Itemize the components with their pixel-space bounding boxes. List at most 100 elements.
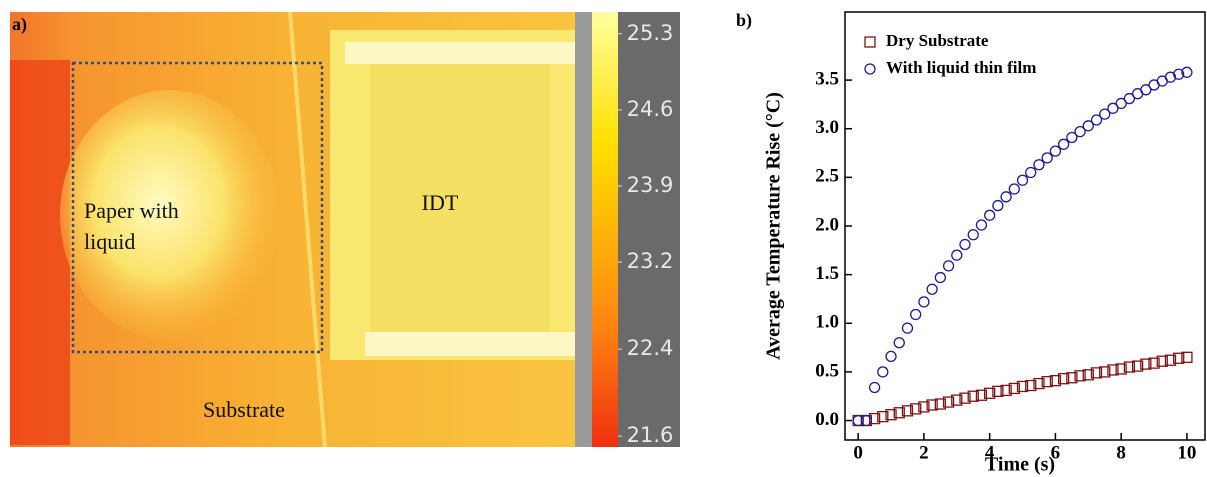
data-point <box>1148 357 1160 369</box>
data-point <box>1115 97 1127 110</box>
colorbar-tick-label: 21.6 <box>627 423 674 447</box>
data-point <box>1025 166 1037 179</box>
hot-edge <box>10 60 70 445</box>
y-tick-label: 0.5 <box>815 360 839 381</box>
data-point <box>1041 375 1053 388</box>
colorbar-tick-label: 24.6 <box>627 97 674 121</box>
data-point <box>1181 351 1193 363</box>
data-point <box>901 322 914 334</box>
data-point <box>1000 191 1012 203</box>
image-annotation: Paper with <box>84 198 179 223</box>
data-point <box>1099 108 1111 120</box>
data-point <box>877 411 889 423</box>
data-point <box>934 271 946 284</box>
data-point <box>1123 92 1136 105</box>
data-point <box>1090 114 1103 126</box>
image-annotation: Substrate <box>203 397 285 422</box>
x-axis-label: Time (s) <box>985 454 1055 476</box>
data-point <box>1181 66 1193 78</box>
data-point <box>1074 370 1086 382</box>
data-point <box>1049 375 1062 387</box>
y-tick-label: 0.0 <box>815 409 839 430</box>
x-tick-label: 2 <box>919 442 929 463</box>
data-point <box>1107 364 1119 376</box>
y-tick-label: 1.0 <box>815 312 839 333</box>
y-tick-label: 2.0 <box>815 214 839 235</box>
data-point <box>918 296 930 308</box>
data-point <box>1164 354 1177 366</box>
legend-label: Dry Substrate <box>886 31 989 50</box>
y-axis-label: Average Temperature Rise (°C) <box>763 92 785 360</box>
paper-blob <box>60 90 280 340</box>
idt-fingers <box>370 64 550 332</box>
colorbar-tick-label: 22.4 <box>627 336 674 360</box>
thermal-image <box>10 11 680 448</box>
data-point <box>1057 373 1070 385</box>
data-point <box>1074 125 1086 138</box>
data-point <box>984 209 996 221</box>
data-point <box>934 398 946 410</box>
data-point <box>910 403 922 415</box>
colorbar-gap <box>575 12 592 447</box>
data-point <box>1041 152 1053 164</box>
x-tick-label: 0 <box>853 442 863 463</box>
y-tick-label: 2.5 <box>815 166 839 187</box>
y-tick-label: 3.5 <box>815 68 839 89</box>
colorbar-tick-label: 23.9 <box>627 173 674 197</box>
data-point <box>901 405 914 417</box>
legend-label: With liquid thin film <box>886 58 1036 77</box>
data-point <box>1066 131 1078 144</box>
data-point <box>975 219 988 231</box>
data-point <box>1173 352 1185 364</box>
data-point <box>910 308 922 321</box>
data-point <box>992 199 1004 212</box>
data-point <box>1164 71 1177 83</box>
panel-label: b) <box>736 10 752 31</box>
y-tick-label: 3.0 <box>815 117 839 138</box>
data-point <box>918 401 930 413</box>
legend-marker <box>864 36 876 48</box>
x-tick-label: 4 <box>985 442 995 463</box>
image-annotation: IDT <box>422 190 459 215</box>
data-point <box>1156 355 1168 367</box>
data-point <box>1033 377 1045 390</box>
colorbar-tick-label: 23.2 <box>627 249 674 273</box>
data-point <box>1090 367 1103 379</box>
dotted-box <box>71 61 324 354</box>
colorbar-label-area <box>618 12 680 447</box>
data-point <box>1016 174 1029 186</box>
data-point <box>868 412 881 425</box>
data-point <box>951 394 963 406</box>
data-point <box>959 238 971 251</box>
data-point <box>1107 102 1119 114</box>
data-point <box>1033 159 1045 171</box>
data-point <box>1082 120 1094 132</box>
data-point <box>926 283 938 295</box>
data-point <box>868 381 881 394</box>
x-tick-label: 8 <box>1116 442 1126 463</box>
idt-bar <box>365 332 575 356</box>
data-point <box>1000 384 1012 397</box>
data-point <box>1131 360 1144 372</box>
data-point <box>1173 68 1185 80</box>
data-point <box>967 390 979 402</box>
data-point <box>959 392 971 404</box>
data-point <box>1123 361 1136 373</box>
data-point <box>951 249 963 261</box>
data-point <box>992 385 1004 398</box>
y-tick-label: 1.5 <box>815 263 839 284</box>
data-point <box>1082 369 1094 381</box>
data-point <box>885 350 897 362</box>
data-point <box>1016 380 1029 393</box>
panel-label: a) <box>12 14 27 35</box>
data-point <box>860 414 873 427</box>
colorbar <box>592 12 618 447</box>
data-point <box>1140 84 1152 96</box>
data-point <box>1099 366 1111 378</box>
data-point <box>893 407 905 419</box>
x-tick-label: 10 <box>1177 442 1196 463</box>
data-point <box>852 414 864 427</box>
edge-line <box>288 11 327 448</box>
data-point <box>1025 379 1037 392</box>
